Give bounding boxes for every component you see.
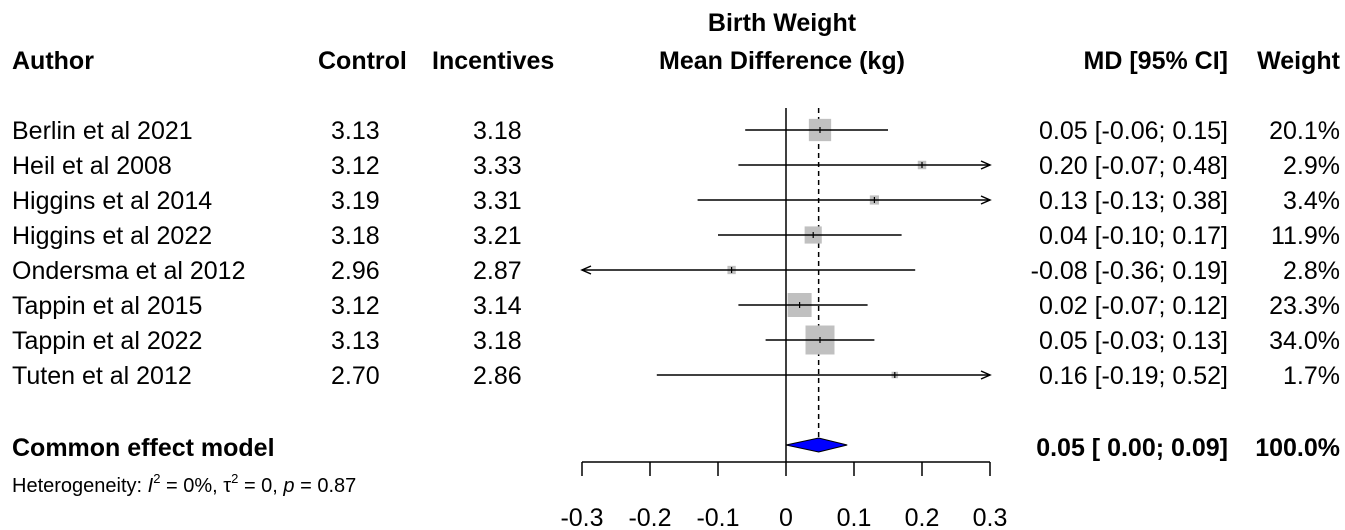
study-incentives: 3.33 (473, 152, 522, 180)
pooled-diamond (785, 437, 848, 453)
x-tick-label: 0 (779, 504, 793, 530)
study-author: Tuten et al 2012 (12, 362, 192, 390)
study-weight: 20.1% (1269, 117, 1340, 145)
plot-title: Birth Weight (707, 9, 857, 37)
study-control: 3.13 (331, 327, 380, 355)
heterogeneity-text: Heterogeneity: I2 = 0%, τ2 = 0, p = 0.87 (12, 471, 357, 497)
study-control: 3.13 (331, 117, 380, 145)
study-incentives: 2.86 (473, 362, 522, 390)
study-control: 3.19 (331, 187, 380, 215)
study-ci: 0.13 [-0.13; 0.38] (1038, 187, 1228, 215)
header-md-ci: MD [95% CI] (1083, 47, 1228, 75)
study-author: Heil et al 2008 (12, 152, 172, 180)
study-incentives: 3.31 (473, 187, 522, 215)
study-incentives: 3.18 (473, 327, 522, 355)
header-author: Author (12, 47, 94, 75)
study-ci: 0.05 [-0.06; 0.15] (1038, 117, 1228, 145)
summary-weight: 100.0% (1255, 434, 1340, 462)
study-control: 3.12 (331, 152, 380, 180)
study-author: Higgins et al 2014 (12, 187, 213, 215)
summary-ci: 0.05 [ 0.00; 0.09] (1036, 434, 1228, 462)
study-weight: 2.8% (1283, 257, 1340, 285)
study-ci: 0.02 [-0.07; 0.12] (1038, 292, 1228, 320)
study-incentives: 3.21 (473, 222, 522, 250)
study-incentives: 2.87 (473, 257, 522, 285)
study-author: Higgins et al 2022 (12, 222, 213, 250)
study-control: 3.18 (331, 222, 380, 250)
study-incentives: 3.18 (473, 117, 522, 145)
study-weight: 34.0% (1269, 327, 1340, 355)
header-weight: Weight (1257, 47, 1340, 75)
study-weight: 2.9% (1283, 152, 1340, 180)
ci-arrow-right (980, 195, 992, 205)
ci-arrow-left (580, 265, 592, 275)
study-incentives: 3.14 (473, 292, 522, 320)
plot-axis-title: Mean Difference (kg) (659, 47, 905, 75)
study-control: 3.12 (331, 292, 380, 320)
study-author: Ondersma et al 2012 (12, 257, 246, 285)
study-weight: 11.9% (1270, 222, 1340, 250)
study-weight: 1.7% (1283, 362, 1340, 390)
study-ci: -0.08 [-0.36; 0.19] (1030, 257, 1228, 285)
x-tick-label: 0.2 (905, 504, 940, 530)
study-ci: 0.05 [-0.03; 0.13] (1038, 327, 1228, 355)
study-ci: 0.16 [-0.19; 0.52] (1038, 362, 1228, 390)
study-author: Tappin et al 2022 (12, 327, 203, 355)
x-tick-label: 0.1 (837, 504, 872, 530)
study-control: 2.70 (331, 362, 380, 390)
study-ci: 0.04 [-0.10; 0.17] (1038, 222, 1228, 250)
study-weight: 3.4% (1283, 187, 1340, 215)
ci-arrow-right (980, 370, 992, 380)
study-weight: 23.3% (1269, 292, 1340, 320)
header-incentives: Incentives (432, 47, 555, 75)
study-author: Berlin et al 2021 (12, 117, 193, 145)
study-ci: 0.20 [-0.07; 0.48] (1038, 152, 1228, 180)
x-tick-label: -0.3 (560, 504, 603, 530)
ci-arrow-right (980, 160, 992, 170)
x-tick-label: -0.1 (696, 504, 739, 530)
x-tick-label: -0.2 (628, 504, 671, 530)
x-tick-label: 0.3 (973, 504, 1008, 530)
study-author: Tappin et al 2015 (12, 292, 203, 320)
study-control: 2.96 (331, 257, 380, 285)
summary-label: Common effect model (12, 434, 275, 462)
header-control: Control (318, 47, 407, 75)
